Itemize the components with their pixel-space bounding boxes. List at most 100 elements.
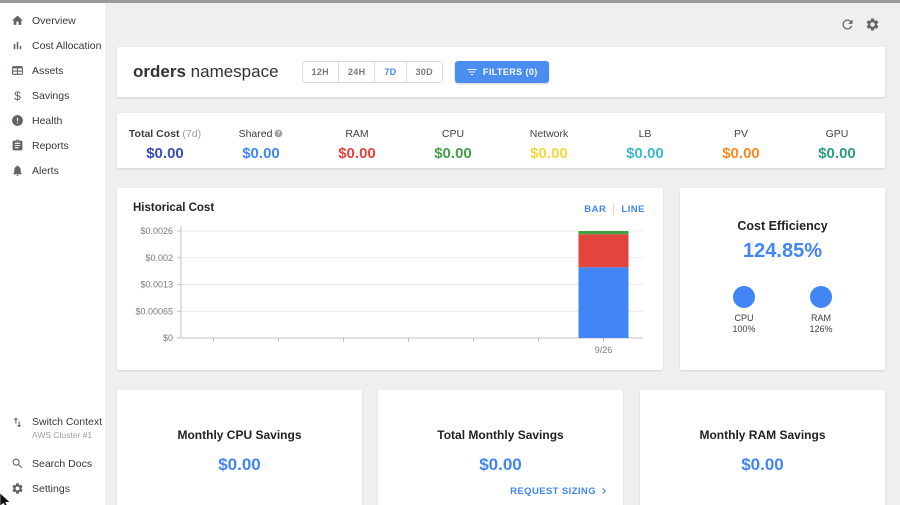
line-toggle-button[interactable]: LINE — [621, 204, 645, 215]
stat-value: $0.00 — [434, 145, 472, 162]
filters-button-label: FILTERS (0) — [482, 67, 538, 77]
filters-button[interactable]: FILTERS (0) — [454, 61, 549, 83]
page-title-namespace-name: orders — [133, 62, 186, 81]
green-segment[interactable] — [578, 231, 629, 235]
stat-value: $0.00 — [818, 145, 856, 162]
chevron-right-icon — [602, 488, 606, 494]
savings-card-value: $0.00 — [218, 455, 261, 474]
mouse-cursor — [0, 493, 11, 505]
stat-lb: LB $0.00 — [597, 113, 693, 168]
range-7d-button[interactable]: 7D — [374, 61, 407, 83]
donut-value: 126% — [809, 324, 833, 334]
request-sizing-link[interactable]: REQUEST SIZING — [510, 485, 610, 497]
sidebar-item-label: Alerts — [32, 164, 59, 177]
grid-table-icon — [11, 64, 24, 77]
stat-label: GPU — [825, 128, 849, 140]
sidebar-item-savings[interactable]: $ Savings — [0, 83, 105, 108]
donut-value: 100% — [732, 324, 756, 334]
search-icon — [11, 457, 24, 470]
refresh-button[interactable] — [840, 17, 856, 33]
monthly-cpu-savings-card: Monthly CPU Savings $0.00 — [117, 390, 362, 505]
clipboard-icon — [11, 139, 24, 152]
sidebar-item-label: Cost Allocation — [32, 39, 102, 52]
range-24h-button[interactable]: 24H — [337, 61, 376, 83]
search-docs-button[interactable]: Search Docs — [0, 451, 105, 476]
range-12h-button[interactable]: 12H — [301, 61, 339, 83]
refresh-icon — [842, 19, 853, 30]
stat-label: Shared — [238, 128, 273, 140]
bar-chart-icon — [11, 39, 24, 52]
sidebar-item-overview[interactable]: Overview — [0, 8, 105, 33]
chart-title: Historical Cost — [133, 202, 215, 214]
filter-icon — [467, 69, 477, 75]
monthly-ram-savings-card: Monthly RAM Savings $0.00 — [640, 390, 885, 505]
svg-text:$0.002: $0.002 — [145, 253, 173, 263]
stat-value: $0.00 — [530, 145, 568, 162]
bar-toggle-button[interactable]: BAR — [584, 204, 607, 215]
stat-value: $0.00 — [626, 145, 664, 162]
efficiency-value: 124.85% — [743, 240, 822, 262]
cpu-efficiency-donut: CPU 100% — [714, 286, 774, 334]
cost-summary-card: Total Cost (7d) $0.00 Shared $0.00 RAM $… — [117, 113, 885, 168]
sidebar-item-reports[interactable]: Reports — [0, 133, 105, 158]
stat-label: Total Cost — [128, 128, 180, 140]
health-alert-icon — [11, 114, 24, 127]
svg-text:$0.00065: $0.00065 — [135, 306, 173, 316]
range-30d-button[interactable]: 30D — [405, 61, 443, 83]
svg-text:9/26: 9/26 — [595, 345, 613, 355]
donut-label: RAM — [811, 313, 831, 323]
efficiency-title: Cost Efficiency — [737, 219, 828, 233]
main-content: orders namespace 12H 24H 7D 30D FILTERS … — [105, 3, 900, 505]
cost-efficiency-card: Cost Efficiency 124.85% CPU 100% RAM 126… — [680, 188, 885, 370]
historical-cost-card: Historical Cost BAR LINE $0 $0.00065 $0.00… — [117, 188, 663, 370]
stat-shared: Shared $0.00 — [213, 113, 309, 168]
home-icon — [11, 14, 24, 27]
sidebar-item-label: Overview — [32, 14, 76, 27]
red-segment[interactable] — [578, 234, 629, 268]
donut-label: CPU — [734, 313, 754, 323]
help-icon[interactable] — [274, 129, 283, 138]
blue-segment[interactable] — [578, 267, 629, 338]
page-header-card: orders namespace 12H 24H 7D 30D FILTERS … — [117, 47, 885, 97]
ram-efficiency-donut: RAM 126% — [791, 286, 851, 334]
sidebar-item-alerts[interactable]: Alerts — [0, 158, 105, 183]
import-export-icon — [11, 416, 24, 429]
settings-button[interactable]: Settings — [0, 476, 105, 501]
stat-network: Network $0.00 — [501, 113, 597, 168]
stat-label: CPU — [441, 128, 465, 140]
stat-cpu: CPU $0.00 — [405, 113, 501, 168]
stat-ram: RAM $0.00 — [309, 113, 405, 168]
sidebar-item-label: Savings — [32, 89, 70, 102]
gear-icon — [11, 482, 24, 495]
svg-text:$0.0013: $0.0013 — [140, 280, 173, 290]
stat-label: PV — [733, 128, 748, 140]
chart-type-toggle: BAR LINE — [580, 202, 649, 217]
sidebar-item-cost-allocation[interactable]: Cost Allocation — [0, 33, 105, 58]
savings-card-title: Monthly CPU Savings — [177, 428, 302, 442]
savings-card-title: Monthly RAM Savings — [699, 428, 826, 442]
svg-text:$0: $0 — [163, 333, 173, 343]
stat-value: $0.00 — [338, 145, 376, 162]
sidebar-item-health[interactable]: Health — [0, 108, 105, 133]
savings-card-title: Total Monthly Savings — [437, 428, 564, 442]
svg-text:$0.0026: $0.0026 — [140, 226, 173, 236]
sidebar-item-label: Reports — [32, 139, 69, 152]
savings-card-value: $0.00 — [741, 455, 784, 474]
ram-donut-ring — [810, 286, 832, 308]
toggle-divider — [613, 204, 615, 215]
savings-card-value: $0.00 — [479, 455, 522, 474]
settings-icon-button[interactable] — [865, 17, 881, 33]
efficiency-donuts: CPU 100% RAM 126% — [680, 286, 885, 334]
window-top-edge — [0, 0, 900, 3]
stat-total-cost: Total Cost (7d) $0.00 — [117, 113, 213, 168]
stat-value: $0.00 — [722, 145, 760, 162]
historical-cost-chart: $0 $0.00065 $0.0013 $0.002 $0.0026 9/26 — [135, 226, 643, 355]
sidebar-item-assets[interactable]: Assets — [0, 58, 105, 83]
stat-label-suffix: (7d) — [182, 128, 202, 140]
page-title: orders namespace — [133, 62, 279, 82]
gear-icon — [866, 18, 879, 31]
switch-context-button[interactable]: Switch Context AWS Cluster #1 — [0, 416, 105, 440]
search-docs-label: Search Docs — [32, 457, 93, 470]
stat-gpu: GPU $0.00 — [789, 113, 885, 168]
settings-label: Settings — [32, 482, 70, 495]
